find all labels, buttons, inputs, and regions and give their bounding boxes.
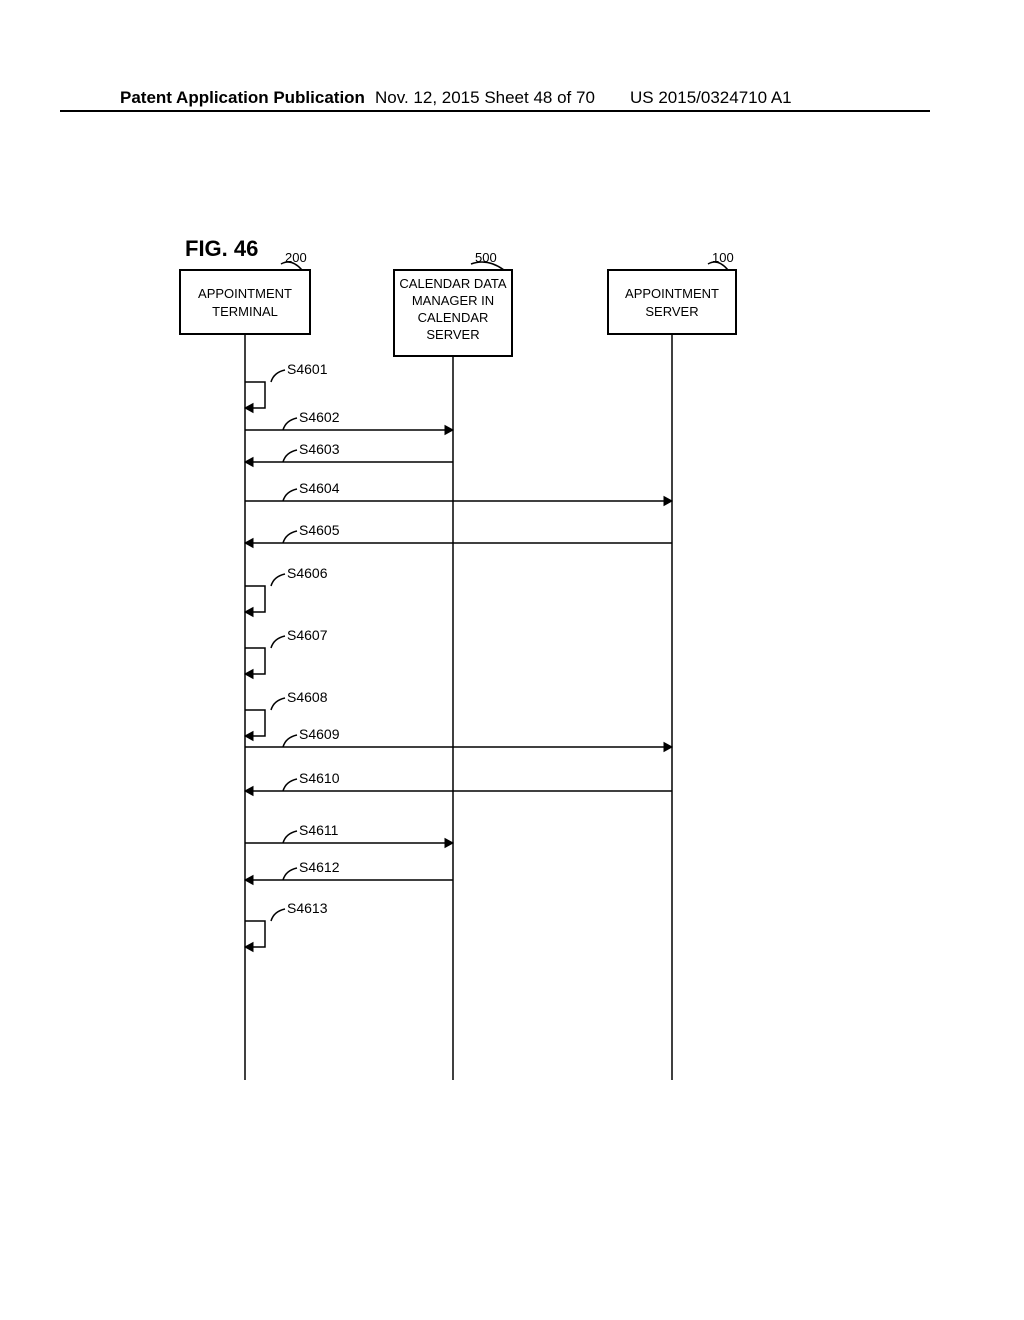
arrow-head	[245, 732, 253, 741]
step-label: S4609	[299, 726, 340, 742]
actor-label-calendar: SERVER	[426, 327, 479, 342]
arrow-head	[245, 787, 253, 796]
ref-number: 100	[712, 250, 734, 265]
step-leader	[271, 909, 285, 921]
step-leader	[283, 418, 297, 430]
arrow-head	[245, 404, 253, 413]
page: Patent Application Publication Nov. 12, …	[0, 0, 1024, 1320]
actor-box-server	[608, 270, 736, 334]
step-label: S4601	[287, 361, 328, 377]
actor-label-server: SERVER	[645, 304, 698, 319]
actor-label-calendar: MANAGER IN	[412, 293, 494, 308]
step-leader	[271, 574, 285, 586]
step-label: S4608	[287, 689, 328, 705]
sequence-diagram: FIG. 46 200 APPOINTMENT TERMINAL 500 CALENDAR…	[0, 0, 1024, 1320]
arrow-head	[245, 458, 253, 467]
arrow-head	[245, 670, 253, 679]
figure-title: FIG. 46	[185, 236, 258, 261]
step-leader	[283, 450, 297, 462]
arrow-head	[445, 426, 453, 435]
self-call	[245, 382, 265, 408]
step-label: S4607	[287, 627, 328, 643]
step-leader	[283, 868, 297, 880]
step-leader	[283, 735, 297, 747]
step-label: S4611	[299, 822, 339, 838]
actor-label-server: APPOINTMENT	[625, 286, 719, 301]
actor-label-terminal: TERMINAL	[212, 304, 278, 319]
step-leader	[283, 489, 297, 501]
step-leader	[271, 370, 285, 382]
step-label: S4606	[287, 565, 328, 581]
step-label: S4605	[299, 522, 340, 538]
ref-number: 200	[285, 250, 307, 265]
arrow-head	[245, 608, 253, 617]
arrow-head	[664, 743, 672, 752]
step-label: S4603	[299, 441, 340, 457]
step-leader	[271, 698, 285, 710]
ref-number: 500	[475, 250, 497, 265]
arrow-head	[445, 839, 453, 848]
self-call	[245, 921, 265, 947]
step-leader	[271, 636, 285, 648]
step-label: S4612	[299, 859, 340, 875]
step-label: S4602	[299, 409, 340, 425]
step-leader	[283, 531, 297, 543]
step-leader	[283, 831, 297, 843]
actor-box-terminal	[180, 270, 310, 334]
arrow-head	[664, 497, 672, 506]
step-label: S4613	[287, 900, 328, 916]
actor-label-calendar: CALENDAR DATA	[399, 276, 506, 291]
self-call	[245, 648, 265, 674]
arrow-head	[245, 539, 253, 548]
step-label: S4604	[299, 480, 340, 496]
arrow-head	[245, 943, 253, 952]
arrow-head	[245, 876, 253, 885]
actor-label-calendar: CALENDAR	[418, 310, 489, 325]
step-leader	[283, 779, 297, 791]
self-call	[245, 710, 265, 736]
actor-label-terminal: APPOINTMENT	[198, 286, 292, 301]
step-label: S4610	[299, 770, 340, 786]
self-call	[245, 586, 265, 612]
